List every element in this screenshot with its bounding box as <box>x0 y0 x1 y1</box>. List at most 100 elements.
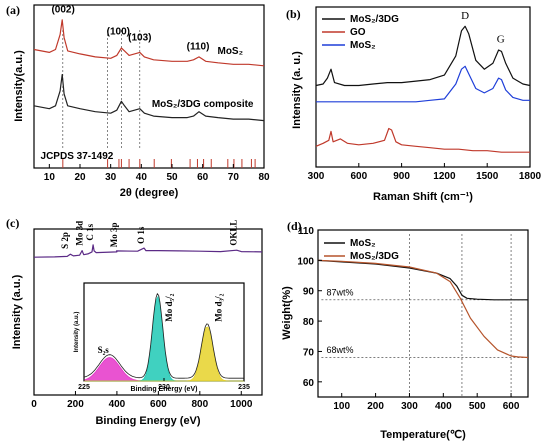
panel-d-ytick-label-1: 70 <box>303 347 315 358</box>
panel-b-xtick-label-2: 900 <box>393 171 410 182</box>
panel-a-annotation-0: (002) <box>51 4 74 15</box>
panel-a-label: (a) <box>6 3 20 17</box>
inset-xtick-label-1: 230 <box>158 384 170 391</box>
inset-peak-labels: S₂s Mo d₅/₂ Mo d₃/₂ <box>98 293 224 354</box>
panel-c-x-ticks: 0 200 400 600 800 1000 <box>31 391 253 410</box>
panel-b-xtick-label-3: 1200 <box>433 171 456 182</box>
panel-c-series <box>33 244 263 258</box>
panel-b-label: (b) <box>286 7 301 21</box>
panel-d-xtick-label-5: 600 <box>503 401 520 412</box>
panel-b-x-ticks: 300 600 900 1200 1500 1800 <box>308 163 542 182</box>
inset-x-ticks: 225 230 235 <box>78 378 250 391</box>
inset-xlabel: Binding Energy (eV) <box>131 386 198 393</box>
panel-c-xtick-label-0: 0 <box>31 399 37 410</box>
panel-a-xtick-label-6: 70 <box>228 172 240 183</box>
panel-d-legend-label-1: MoS₂/3DG <box>350 251 399 262</box>
panel-d-series <box>317 259 529 359</box>
inset-peak-label-0: S₂s <box>98 345 110 355</box>
panel-a-x-ticks: 10 20 30 40 50 60 70 80 <box>44 164 270 183</box>
panel-b-annotation-1: G <box>497 34 505 46</box>
panel-c-label: (c) <box>6 216 19 230</box>
inset-peak-label-1: Mo d₅/₂ <box>164 293 174 321</box>
panel-a-xtick-label-5: 60 <box>197 172 209 183</box>
panel-a-annotation-6: JCPDS 37-1492 <box>41 151 114 162</box>
panel-c-annotation-2: C 1s <box>85 223 95 240</box>
panel-b-annotation-0: D <box>461 10 469 22</box>
panel-a-ylabel: Intensity(a.u.) <box>13 50 25 122</box>
panel-d-label: (d) <box>287 219 302 233</box>
inset-peak-2 <box>84 326 244 382</box>
panel-d-ticks: 100 200 300 400 500 600 60 70 80 90 100 110 <box>297 226 520 412</box>
panel-b-legend-label-1: GO <box>350 27 366 38</box>
panel-d-ytick-label-4: 100 <box>297 256 314 267</box>
panel-a-annotation-2: (103) <box>128 33 151 44</box>
panel-b-annotations: DG <box>461 10 505 46</box>
panel-a-annotation-5: MoS₂/3DG composite <box>152 99 254 110</box>
panel-d-ytick-label-2: 80 <box>303 317 315 328</box>
panel-a-annotation-1: (100) <box>107 27 130 38</box>
inset-xtick-label-2: 235 <box>238 384 250 391</box>
panel-a-reference-lines <box>62 159 256 168</box>
panel-a-xtick-label-2: 30 <box>105 172 117 183</box>
inset-ylabel: Intensity (a.u.) <box>74 312 80 353</box>
panel-c-xlabel: Binding Energy (eV) <box>95 415 200 427</box>
panel-a-annotation-3: (110) <box>187 41 210 52</box>
panel-b-frame <box>315 6 531 168</box>
panel-b-xtick-label-0: 300 <box>308 171 325 182</box>
panel-d-xtick-label-4: 500 <box>469 401 486 412</box>
panel-d-ytick-label-0: 60 <box>303 378 315 389</box>
panel-d-ytick-label-3: 90 <box>303 287 315 298</box>
inset-peaks <box>83 292 244 382</box>
panel-a-xtick-label-4: 50 <box>166 172 178 183</box>
panel-a-series-1 <box>33 74 265 122</box>
panel-b-series-2 <box>316 65 530 103</box>
panel-c-ylabel: Intensity (a.u.) <box>11 274 23 349</box>
panel-b-xtick-label-1: 600 <box>350 171 367 182</box>
panel-d-annotation-1: 68wt% <box>326 345 353 355</box>
panel-d-xlabel: Temperature(℃) <box>380 429 466 441</box>
panel-a-xtick-label-3: 40 <box>136 172 148 183</box>
panel-c-xtick-label-2: 400 <box>109 399 126 410</box>
panel-c-xtick-label-1: 200 <box>67 399 84 410</box>
panel-a-annotations: (002) (100)(103) (110) MoS₂ MoS₂/3DG composi… <box>41 4 254 162</box>
panel-b-xlabel: Raman Shift (cm⁻¹) <box>373 191 473 203</box>
panel-b-legend-label-2: MoS₂ <box>350 40 376 51</box>
panel-a-series-0 <box>33 19 265 67</box>
panel-c-annotation-4: O 1s <box>136 226 146 244</box>
panel-d-ytick-label-5: 110 <box>298 226 315 237</box>
panel-c-annotation-5: OKLL <box>229 220 239 246</box>
panel-d-series-1 <box>317 259 529 359</box>
panel-a-xtick-label-7: 80 <box>258 172 270 183</box>
panel-a: (a) 10 20 30 40 50 60 70 80 (002) (100)(103) (110… <box>6 3 270 199</box>
panel-c: (c) 0 200 400 600 800 1000 S 2p Mo 3d C 1s Mo 3p… <box>6 216 263 427</box>
inset-xtick-label-0: 225 <box>78 384 90 391</box>
panel-a-xtick-label-0: 10 <box>44 172 56 183</box>
panel-d-annotation-0: 87wt% <box>326 287 353 297</box>
panel-d-ylabel: Weight(%) <box>281 286 293 340</box>
panel-b-series <box>315 25 531 153</box>
panel-b-series-0 <box>315 25 531 87</box>
panel-b: (b) 300 600 900 1200 1500 1800 DG MoS₂/3DGGOM… <box>286 6 542 203</box>
panel-d: (d) 100 200 300 400 500 600 60 70 80 90 100 110 87w… <box>281 219 529 441</box>
panel-d-xtick-label-0: 100 <box>333 401 350 412</box>
panel-c-xtick-label-4: 800 <box>191 399 208 410</box>
panel-d-frame <box>317 229 529 398</box>
panel-a-guides <box>62 30 141 150</box>
panel-b-legend: MoS₂/3DG GO MoS₂ <box>322 14 399 51</box>
panel-a-frame <box>33 4 265 169</box>
panel-b-ylabel: Intensity (a. u.) <box>291 51 303 129</box>
panel-c-frame <box>33 228 263 396</box>
panel-d-xtick-label-3: 400 <box>435 401 452 412</box>
panel-d-xtick-label-2: 300 <box>401 401 418 412</box>
panel-a-xtick-label-1: 20 <box>74 172 86 183</box>
panel-b-legend-label-0: MoS₂/3DG <box>350 14 399 25</box>
inset-peak-label-2: Mo d₃/₂ <box>214 293 224 321</box>
panel-b-series-1 <box>315 127 530 153</box>
panel-c-series-0 <box>33 244 263 258</box>
panel-d-xtick-label-1: 200 <box>367 401 384 412</box>
panel-c-inset: 225 230 235 S₂s Mo d₅/₂ Mo d₃/₂ Binding Ener… <box>74 282 250 393</box>
panel-c-annotation-3: Mo 3p <box>109 223 119 248</box>
panel-b-xtick-label-4: 1500 <box>476 171 499 182</box>
inset-envelope <box>83 292 244 379</box>
